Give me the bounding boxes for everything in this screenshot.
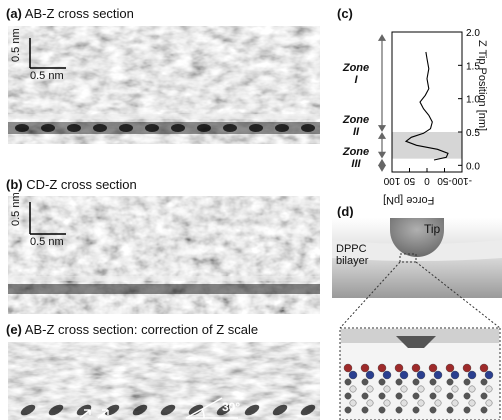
tip-apex (396, 336, 436, 348)
tip-schematic (332, 218, 502, 420)
panel-b-title: (b) CD-Z cross section (6, 177, 137, 192)
scale-z-a: 0.5 nm (10, 28, 22, 62)
lipid-8 (479, 363, 494, 414)
y-tick-label-0: 0.0 (466, 161, 480, 172)
zone-label-1: Zone I (342, 62, 370, 86)
x-tick-label-4: -100 (452, 175, 472, 186)
angle-label: 30° (222, 400, 241, 414)
lipid-7 (462, 363, 477, 414)
zone-label-3: Zone III (342, 146, 370, 170)
scale-x-a: 0.5 nm (30, 70, 64, 82)
scale-z-b: 0.5 nm (10, 192, 22, 226)
bilayer-label: DPPC bilayer (336, 243, 369, 267)
tip-label: Tip (424, 222, 441, 236)
afm-image-b (8, 196, 320, 314)
x-tick-label-1: 50 (404, 175, 416, 186)
y-tick-label-3: 1.5 (466, 61, 480, 72)
lipid-6 (445, 363, 460, 414)
panel-d-label: (d) (337, 204, 354, 219)
x-tick-label-0: 100 (383, 175, 400, 186)
x-tick-label-2: 0 (424, 175, 430, 186)
zone-arrow-2 (377, 132, 387, 159)
y-tick-label-4: 2.0 (466, 28, 480, 39)
x-tick-label-3: -50 (437, 175, 452, 186)
afm-image-e (8, 342, 320, 420)
zone-arrow-3 (377, 158, 387, 172)
x-ticks: 100 50 0 -50 -100 (383, 168, 472, 186)
lipid-4 (411, 363, 426, 414)
y-tick-label-1: 0.5 (466, 128, 480, 139)
lipid-molecules (343, 363, 494, 414)
lipid-3 (394, 363, 409, 414)
force-curve-chart: 0.0 0.5 1.0 1.5 2.0 100 50 0 -50 -100 (377, 28, 480, 186)
panel-a-title: (a) AB-Z cross section (6, 6, 134, 21)
zone-label-2: Zone II (342, 114, 370, 138)
lipid-1 (360, 363, 375, 414)
y-tick-label-2: 1.0 (466, 95, 480, 106)
y-ticks: 0.0 0.5 1.0 1.5 2.0 (458, 28, 480, 172)
x-axis-label: Force [pN] (383, 194, 435, 206)
shaded-band (392, 132, 462, 159)
force-curve-line (404, 51, 449, 161)
zone-arrow-1 (377, 34, 387, 132)
lipid-0 (343, 363, 358, 414)
lipid-2 (377, 363, 392, 414)
y-axis-label: Z Tip Position [nm] (476, 40, 488, 132)
arrow-icons (79, 409, 109, 419)
zone-arrows (377, 34, 387, 172)
tip-shape (390, 218, 444, 257)
afm-image-a (8, 26, 320, 144)
scale-x-b: 0.5 nm (30, 236, 64, 248)
lipid-5 (428, 363, 443, 414)
panel-c-label: (c) (337, 6, 353, 21)
panel-e-title: (e) AB-Z cross section: correction of Z … (6, 322, 259, 337)
angle-marker (185, 397, 238, 419)
